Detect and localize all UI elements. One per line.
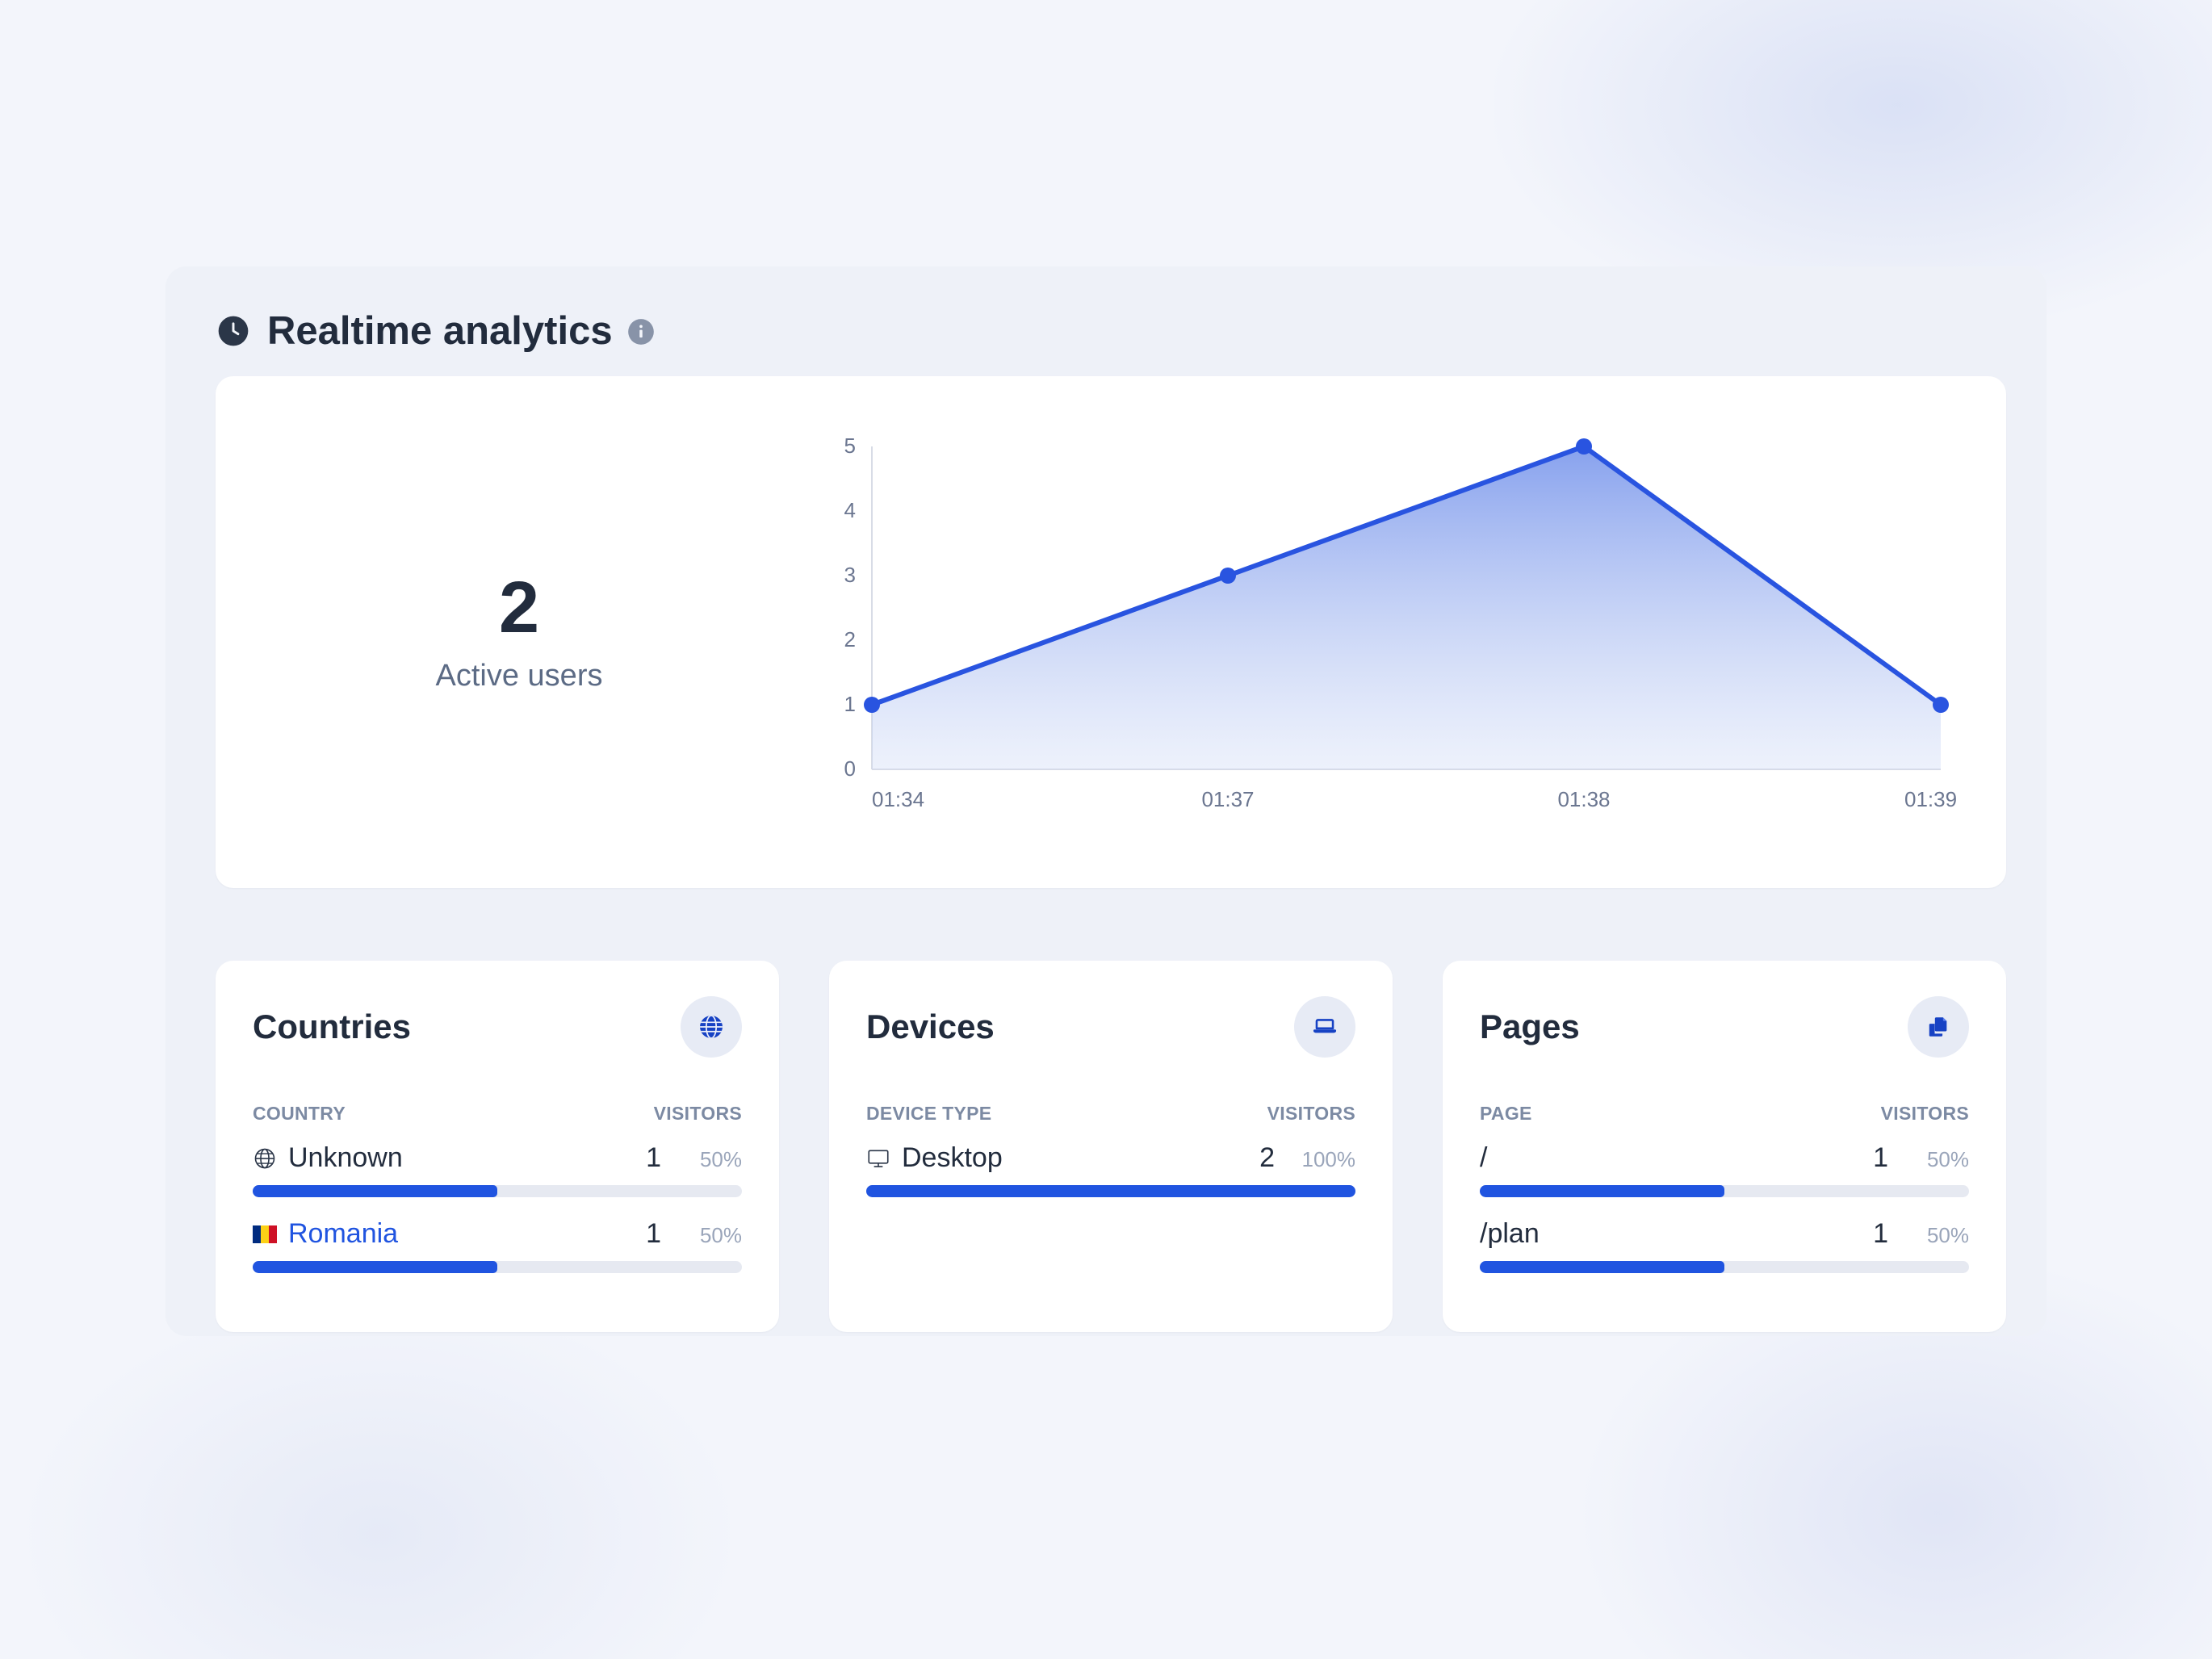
- svg-text:0: 0: [844, 756, 856, 781]
- svg-text:01:39: 01:39: [1904, 787, 1957, 811]
- svg-text:5: 5: [844, 434, 856, 458]
- svg-text:01:34: 01:34: [872, 787, 924, 811]
- svg-text:01:38: 01:38: [1557, 787, 1610, 811]
- svg-text:4: 4: [844, 498, 856, 522]
- svg-text:1: 1: [844, 692, 856, 716]
- svg-text:01:37: 01:37: [1201, 787, 1254, 811]
- svg-text:3: 3: [844, 563, 856, 587]
- svg-text:2: 2: [844, 627, 856, 651]
